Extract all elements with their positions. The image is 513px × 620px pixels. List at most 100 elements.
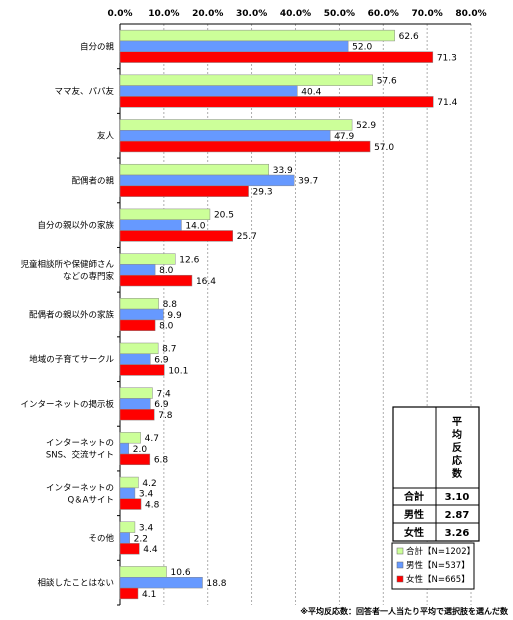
bar <box>119 51 434 63</box>
bar <box>119 253 176 265</box>
bar <box>119 298 159 310</box>
bar <box>119 577 203 589</box>
x-tick-label: 50.0% <box>324 9 355 19</box>
data-label: 9.9 <box>167 311 182 321</box>
data-label: 39.7 <box>298 177 318 187</box>
bar <box>119 219 182 231</box>
data-label: 7.4 <box>156 389 171 399</box>
x-axis-ticks: 0.0% 10.0% 20.0% 30.0% 40.0% 50.0% 60.0% 70.0% 8… <box>108 9 487 19</box>
category-label: 児童相談所や保健師さんなどの専門家 <box>20 259 114 282</box>
data-label: 3.4 <box>139 523 154 533</box>
data-label: 71.3 <box>437 53 457 63</box>
data-label: 6.8 <box>154 456 169 466</box>
bar <box>119 543 140 555</box>
category-label: インターネットの SNS、交流サイト <box>46 439 114 461</box>
bar <box>119 566 167 578</box>
bar <box>119 319 156 331</box>
category-label: 配偶者の親 <box>71 175 114 186</box>
bar <box>119 185 249 197</box>
average-box-title-char: 平 <box>452 416 462 428</box>
average-row-label: 合計 <box>403 490 424 503</box>
data-label: 6.9 <box>154 355 169 365</box>
average-row-label: 男性 <box>404 508 424 521</box>
bar <box>119 442 130 455</box>
category-label: その他 <box>88 533 114 544</box>
data-label: 47.9 <box>334 132 354 142</box>
data-label: 10.6 <box>171 568 191 578</box>
data-label: 2.2 <box>134 534 148 544</box>
bar <box>119 140 371 153</box>
data-label: 7.8 <box>158 411 173 421</box>
legend-label: 女性【N=665】 <box>406 574 470 585</box>
category-label: 地域の子育てサークル <box>29 354 114 365</box>
data-label: 18.8 <box>206 579 226 589</box>
value-labels: 62.6 52.0 71.3 57.6 40.4 71.4 52.947.9 57.0 33.9… <box>133 32 458 600</box>
category-label: ママ友、パパ友 <box>54 86 114 97</box>
bar <box>119 353 151 365</box>
category-labels: 自分の親ママ友、パパ友友人配偶者の親自分の親以外の家族児童相談所や保健師さんなど… <box>20 41 114 588</box>
bar <box>119 453 151 466</box>
average-box-title-char: 均 <box>452 428 462 441</box>
data-label: 62.6 <box>399 32 419 42</box>
data-label: 57.6 <box>377 77 397 87</box>
bar <box>119 174 295 187</box>
data-label: 8.8 <box>163 300 178 310</box>
bar <box>119 498 142 510</box>
x-tick-label: 30.0% <box>236 9 267 19</box>
data-label: 8.0 <box>159 322 174 332</box>
bar <box>119 85 298 97</box>
data-label: 40.4 <box>301 87 321 97</box>
data-label: 57.0 <box>374 143 394 153</box>
data-label: 71.4 <box>437 98 457 108</box>
legend-label: 男性【N=537】 <box>406 560 470 571</box>
bar <box>119 476 139 489</box>
data-label: 52.9 <box>356 121 376 131</box>
data-label: 33.9 <box>273 166 293 176</box>
bar <box>119 487 136 499</box>
average-box-title-char: 応 <box>452 454 462 467</box>
data-label: 3.4 <box>139 490 154 500</box>
average-row-value: 2.87 <box>445 510 470 521</box>
legend: 合計【N=1202】男性【N=537】女性【N=665】 <box>391 542 475 590</box>
average-box-title-char: 数 <box>452 467 463 480</box>
bar <box>119 409 155 421</box>
data-label: 20.5 <box>214 211 234 221</box>
bar <box>119 119 353 131</box>
bar <box>119 398 151 410</box>
bar <box>119 342 159 355</box>
category-label: 自分の親以外の家族 <box>37 220 114 231</box>
data-label: 52.0 <box>352 43 372 53</box>
x-tick-label: 80.0% <box>455 9 486 19</box>
bar <box>119 264 156 276</box>
bar <box>119 587 139 600</box>
x-tick-label: 0.0% <box>108 9 133 19</box>
x-tick-label: 20.0% <box>192 9 223 19</box>
category-label: 配偶者の親以外の家族 <box>29 310 115 321</box>
bar <box>119 29 395 42</box>
category-label: 友人 <box>97 131 115 142</box>
average-row-label: 女性 <box>404 526 424 539</box>
bar <box>119 521 136 533</box>
category-label: インターネットの掲示板 <box>20 399 114 410</box>
bar <box>119 130 331 142</box>
data-label: 2.0 <box>133 445 148 455</box>
bar <box>119 274 193 287</box>
data-label: 10.1 <box>168 366 188 376</box>
legend-swatch <box>396 561 404 569</box>
bar <box>119 96 434 108</box>
bars <box>119 29 434 600</box>
x-tick-label: 60.0% <box>368 9 399 19</box>
data-label: 25.7 <box>237 232 257 242</box>
average-response-box: 平均反応数 合計 3.10 男性 2.87 女性 3.26 <box>392 406 480 542</box>
data-label: 16.4 <box>196 277 216 287</box>
bar <box>119 74 373 86</box>
legend-swatch <box>396 575 404 583</box>
bar <box>119 532 130 544</box>
footnote: ※平均反応数：回答者一人当たり平均で選択肢を選んだ数 <box>300 606 509 616</box>
x-tick-label: 40.0% <box>280 9 311 19</box>
data-label: 4.4 <box>143 545 158 555</box>
bar <box>119 230 234 242</box>
category-label: 自分の親 <box>80 41 115 52</box>
data-label: 14.0 <box>185 221 205 231</box>
